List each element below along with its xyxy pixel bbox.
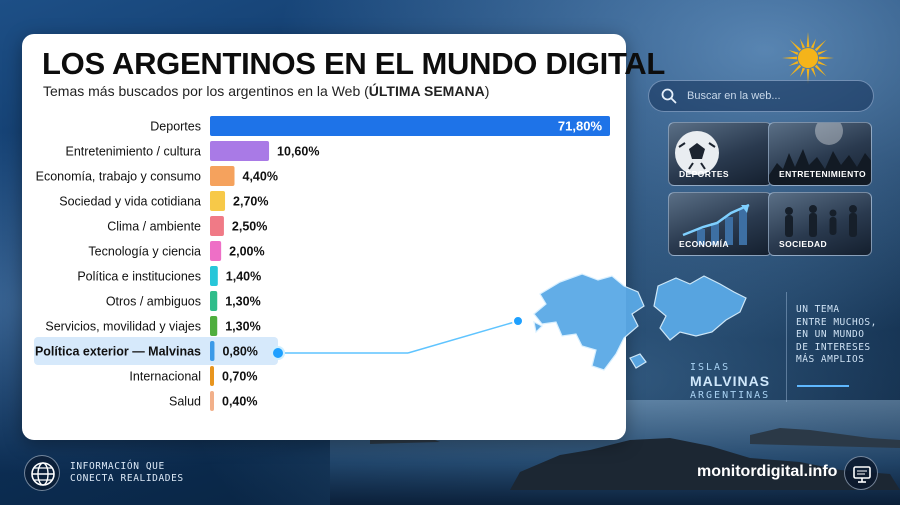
highlight-row [34, 337, 278, 365]
bar [210, 266, 218, 286]
tile-label: SOCIEDAD [779, 239, 828, 249]
sun-ray [788, 49, 799, 56]
sun-ray [799, 38, 806, 49]
bar [210, 316, 218, 336]
note-line: EN UN MUNDO [796, 329, 865, 340]
sun-ray [814, 64, 827, 77]
category-label: Entretenimiento / cultura [66, 145, 202, 159]
sun-ray [818, 56, 834, 60]
chart-card: LOS ARGENTINOS EN EL MUNDO DIGITAL Temas… [22, 34, 665, 440]
note-line: MÁS AMPLIOS [796, 354, 865, 365]
globe-icon [24, 455, 60, 491]
bar [210, 291, 218, 311]
sun-ray [806, 32, 810, 48]
tile-label: ECONOMÍA [679, 239, 729, 249]
value-label: 2,50% [232, 220, 267, 234]
footer-line: CONECTA REALIDADES [70, 473, 184, 484]
tile-economia[interactable]: ECONOMÍA [668, 192, 772, 256]
value-label: 1,30% [225, 295, 260, 309]
football-icon [675, 131, 719, 175]
tile-entretenimiento[interactable]: ENTRETENIMIENTO [768, 122, 872, 186]
category-label: Política exterior — Malvinas [35, 345, 201, 359]
divider [786, 292, 787, 402]
brand-link[interactable]: monitordigital.info [697, 463, 838, 480]
tile-sociedad[interactable]: SOCIEDAD [768, 192, 872, 256]
value-label: 1,30% [225, 320, 260, 334]
side-note: UN TEMA ENTRE MUCHOS, EN UN MUNDO DE INT… [796, 304, 892, 367]
bar [210, 241, 222, 261]
note-line: DE INTERESES [796, 341, 871, 353]
sun-ray [810, 67, 817, 78]
sun-ray [806, 68, 810, 84]
bar [210, 191, 226, 211]
argentine-sun-icon [782, 32, 834, 84]
search-input[interactable] [687, 90, 857, 102]
growth-chart-icon [682, 203, 750, 245]
sun-ray [814, 39, 827, 52]
category-label: Sociedad y vida cotidiana [59, 195, 201, 209]
note-line: UN TEMA [796, 304, 840, 315]
malvinas-label-main: MALVINAS [690, 373, 771, 389]
subtitle-text: Temas más buscados por los argentinos en… [43, 83, 369, 99]
malvinas-label-bottom: ARGENTINAS [690, 390, 771, 401]
value-label: 1,40% [226, 270, 261, 284]
connector-segment [407, 320, 519, 354]
value-label: 0,80% [222, 345, 257, 359]
category-label: Tecnología y ciencia [88, 245, 201, 259]
value-label: 0,40% [222, 395, 257, 409]
value-label: 0,70% [222, 370, 257, 384]
connector-start-dot [271, 346, 285, 360]
value-label: 2,00% [229, 245, 264, 259]
bar [210, 391, 214, 411]
footer-line: INFORMACIÓN QUE [70, 461, 165, 472]
category-label: Deportes [150, 120, 201, 134]
category-label: Servicios, movilidad y viajes [45, 320, 201, 334]
subtitle-period: ÚLTIMA SEMANA [368, 83, 485, 99]
sun-ray [782, 56, 798, 60]
footer-tagline: INFORMACIÓN QUE CONECTA REALIDADES [70, 461, 184, 485]
bar [210, 216, 224, 236]
sun-ray [799, 67, 806, 78]
search-icon [661, 88, 677, 104]
category-label: Clima / ambiente [107, 220, 201, 234]
tile-deportes[interactable]: DEPORTES [668, 122, 772, 186]
page-title: LOS ARGENTINOS EN EL MUNDO DIGITAL [42, 46, 666, 81]
note-line: ENTRE MUCHOS, [796, 316, 877, 328]
chart-subtitle: Temas más buscados por los argentinos en… [43, 83, 489, 99]
tile-label: ENTRETENIMIENTO [779, 169, 867, 179]
bar [210, 366, 214, 386]
bar [210, 166, 235, 186]
category-label: Salud [169, 395, 201, 409]
concert-crowd-icon [769, 123, 871, 185]
sun-ray [789, 64, 802, 77]
tile-label: DEPORTES [679, 169, 729, 179]
sun-ray [788, 60, 799, 67]
category-label: Política e instituciones [77, 270, 201, 284]
value-label: 71,80% [558, 119, 603, 134]
bar [210, 116, 610, 136]
people-walking-icon [785, 205, 857, 237]
value-label: 2,70% [233, 195, 268, 209]
search-box[interactable] [648, 80, 874, 112]
monitor-icon[interactable] [844, 456, 878, 490]
malvinas-label-top: ISLAS [690, 362, 731, 373]
category-label: Economía, trabajo y consumo [36, 170, 201, 184]
category-label: Internacional [129, 370, 201, 384]
note-underline [797, 385, 849, 387]
sun-ray [789, 39, 802, 52]
subtitle-close: ) [484, 83, 490, 99]
connector-end-dot [512, 315, 524, 327]
sun-ray [817, 49, 828, 56]
sun-ray [810, 38, 817, 49]
bar [210, 141, 270, 161]
value-label: 4,40% [243, 170, 278, 184]
sun-ray [817, 60, 828, 67]
category-label: Otros / ambiguos [106, 295, 201, 309]
malvinas-islands-map [533, 273, 747, 371]
bar [210, 341, 215, 361]
value-label: 10,60% [277, 145, 319, 159]
